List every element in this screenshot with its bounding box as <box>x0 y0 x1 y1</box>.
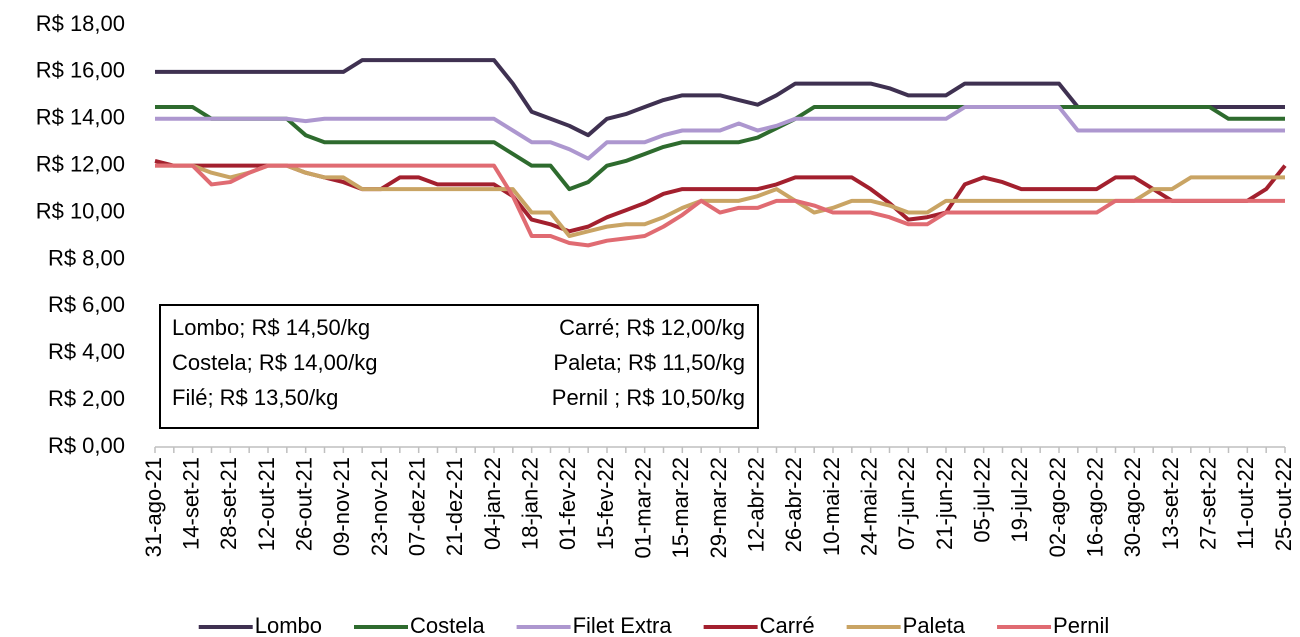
x-tick-label: 28-set-21 <box>216 457 241 550</box>
series-line <box>155 163 1285 248</box>
annotation: Costela; R$ 14,00/kg <box>172 350 377 375</box>
x-tick-label: 12-abr-22 <box>743 457 768 552</box>
x-tick-label: 14-set-21 <box>178 457 203 550</box>
x-tick-label: 09-nov-21 <box>329 457 354 556</box>
x-tick-label: 21-jun-22 <box>932 457 957 550</box>
series-line <box>155 58 1285 138</box>
x-tick-label: 07-dez-21 <box>404 457 429 556</box>
x-tick-label: 07-jun-22 <box>894 457 919 550</box>
x-tick-label: 05-jul-22 <box>969 457 994 543</box>
x-tick-label: 24-mai-22 <box>856 457 881 556</box>
x-tick-label: 30-ago-22 <box>1120 457 1145 557</box>
x-tick-label: 25-out-22 <box>1271 457 1296 551</box>
series-line <box>154 159 1287 234</box>
x-tick-label: 01-mar-22 <box>630 457 655 558</box>
y-tick-label: R$ 18,00 <box>36 11 125 36</box>
x-tick-label: 21-dez-21 <box>442 457 467 556</box>
annotation: Pernil ; R$ 10,50/kg <box>552 385 745 410</box>
x-tick-label: 15-fev-22 <box>593 457 618 550</box>
y-tick-label: R$ 2,00 <box>48 386 125 411</box>
annotation: Paleta; R$ 11,50/kg <box>553 350 745 375</box>
x-tick-label: 26-out-21 <box>291 457 316 551</box>
legend-label: Lombo <box>255 613 322 637</box>
annotation: Filé; R$ 13,50/kg <box>172 385 338 410</box>
x-tick-label: 23-nov-21 <box>367 457 392 556</box>
x-tick-label: 19-jul-22 <box>1007 457 1032 543</box>
x-tick-label: 10-mai-22 <box>819 457 844 556</box>
y-tick-label: R$ 12,00 <box>36 151 125 176</box>
legend-label: Costela <box>410 613 485 637</box>
x-tick-label: 16-ago-22 <box>1082 457 1107 557</box>
legend-label: Paleta <box>903 613 966 637</box>
x-tick-label: 04-jan-22 <box>480 457 505 550</box>
x-tick-label: 18-jan-22 <box>517 457 542 550</box>
y-tick-label: R$ 10,00 <box>36 198 125 223</box>
x-tick-label: 27-set-22 <box>1195 457 1220 550</box>
y-tick-label: R$ 0,00 <box>48 433 125 458</box>
series-line <box>155 163 1285 238</box>
annotation: Lombo; R$ 14,50/kg <box>172 315 370 340</box>
series-line <box>155 105 1285 161</box>
x-tick-label: 11-out-22 <box>1233 457 1258 550</box>
x-tick-label: 15-mar-22 <box>668 457 693 558</box>
y-tick-label: R$ 16,00 <box>36 58 125 83</box>
annotation: Carré; R$ 12,00/kg <box>559 315 745 340</box>
legend-label: Carré <box>760 613 815 637</box>
x-tick-label: 02-ago-22 <box>1045 457 1070 557</box>
x-tick-label: 29-mar-22 <box>706 457 731 558</box>
x-tick-label: 26-abr-22 <box>781 457 806 552</box>
y-tick-label: R$ 14,00 <box>36 105 125 130</box>
x-tick-label: 01-fev-22 <box>555 457 580 550</box>
legend-label: Filet Extra <box>573 613 673 637</box>
series-line <box>155 105 1285 192</box>
x-tick-label: 13-set-22 <box>1158 457 1183 550</box>
y-tick-label: R$ 8,00 <box>48 245 125 270</box>
annotation-box <box>159 304 759 429</box>
legend-label: Pernil <box>1053 613 1109 637</box>
y-tick-label: R$ 4,00 <box>48 339 125 364</box>
x-tick-label: 12-out-21 <box>254 457 279 551</box>
x-tick-label: 31-ago-21 <box>141 457 166 557</box>
y-tick-label: R$ 6,00 <box>48 292 125 317</box>
